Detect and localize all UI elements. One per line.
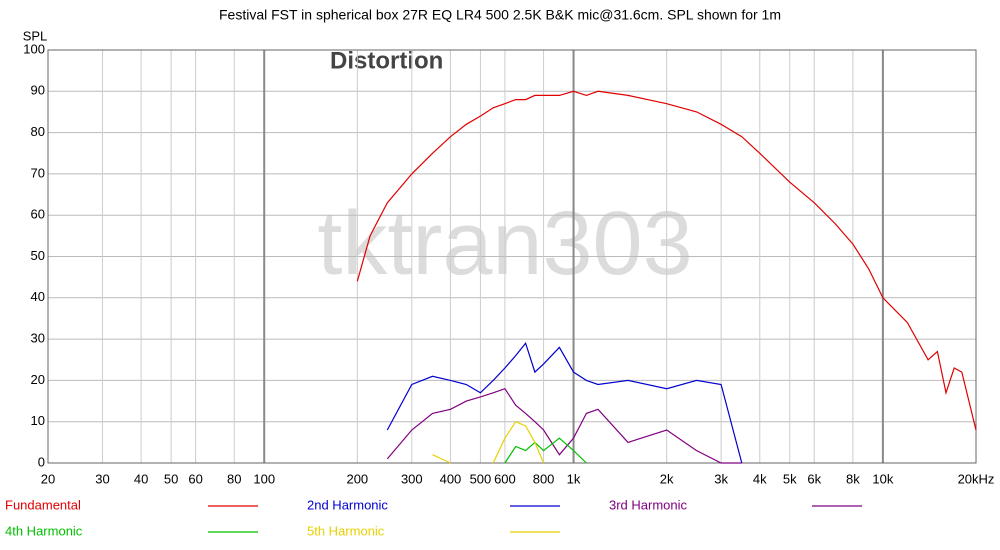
- x-tick-label: 2k: [660, 471, 674, 486]
- y-tick-label: 0: [38, 454, 45, 469]
- y-tick-label: 70: [31, 165, 45, 180]
- x-tick-label: 20: [41, 471, 55, 486]
- annotation: Distortion: [330, 47, 443, 74]
- x-tick-label: 3k: [714, 471, 728, 486]
- x-tick-label: 200: [346, 471, 368, 486]
- x-tick-label: 600: [494, 471, 516, 486]
- legend-label: 3rd Harmonic: [609, 497, 688, 512]
- x-tick-label: 50: [164, 471, 178, 486]
- x-tick-label: 80: [227, 471, 241, 486]
- y-tick-label: 90: [31, 83, 45, 98]
- x-tick-label: 5k: [783, 471, 797, 486]
- series-line: [386, 387, 742, 464]
- x-tick-label: 40: [134, 471, 148, 486]
- series-line: [504, 437, 587, 464]
- legend-label: 5th Harmonic: [307, 523, 385, 538]
- x-tick-label: 30: [95, 471, 109, 486]
- x-tick-label: 800: [533, 471, 555, 486]
- y-tick-label: 80: [31, 124, 45, 139]
- y-tick-label: 60: [31, 207, 45, 222]
- chart-title: Festival FST in spherical box 27R EQ LR4…: [219, 7, 781, 23]
- x-tick-label: 60: [188, 471, 202, 486]
- legend-label: Fundamental: [5, 497, 81, 512]
- y-tick-label: 20: [31, 372, 45, 387]
- x-tick-label: 400: [440, 471, 462, 486]
- x-tick-label: 1k: [567, 471, 581, 486]
- x-tick-label: 100: [253, 471, 275, 486]
- y-tick-label: 100: [23, 41, 45, 56]
- x-tick-label: 300: [401, 471, 423, 486]
- x-tick-label: 20kHz: [958, 471, 995, 486]
- legend-label: 2nd Harmonic: [307, 497, 388, 512]
- y-tick-label: 30: [31, 331, 45, 346]
- y-tick-label: 10: [31, 413, 45, 428]
- series-line: [356, 90, 977, 431]
- y-axis-label: SPL: [23, 28, 48, 43]
- x-tick-label: 10k: [872, 471, 893, 486]
- series-line: [432, 420, 545, 464]
- x-tick-label: 8k: [846, 471, 860, 486]
- x-tick-label: 4k: [753, 471, 767, 486]
- plot-frame: [47, 49, 977, 464]
- legend-label: 4th Harmonic: [5, 523, 83, 538]
- x-tick-label: 500: [470, 471, 492, 486]
- y-tick-label: 40: [31, 289, 45, 304]
- x-tick-label: 6k: [807, 471, 821, 486]
- y-tick-label: 50: [31, 248, 45, 263]
- series-line: [386, 341, 743, 464]
